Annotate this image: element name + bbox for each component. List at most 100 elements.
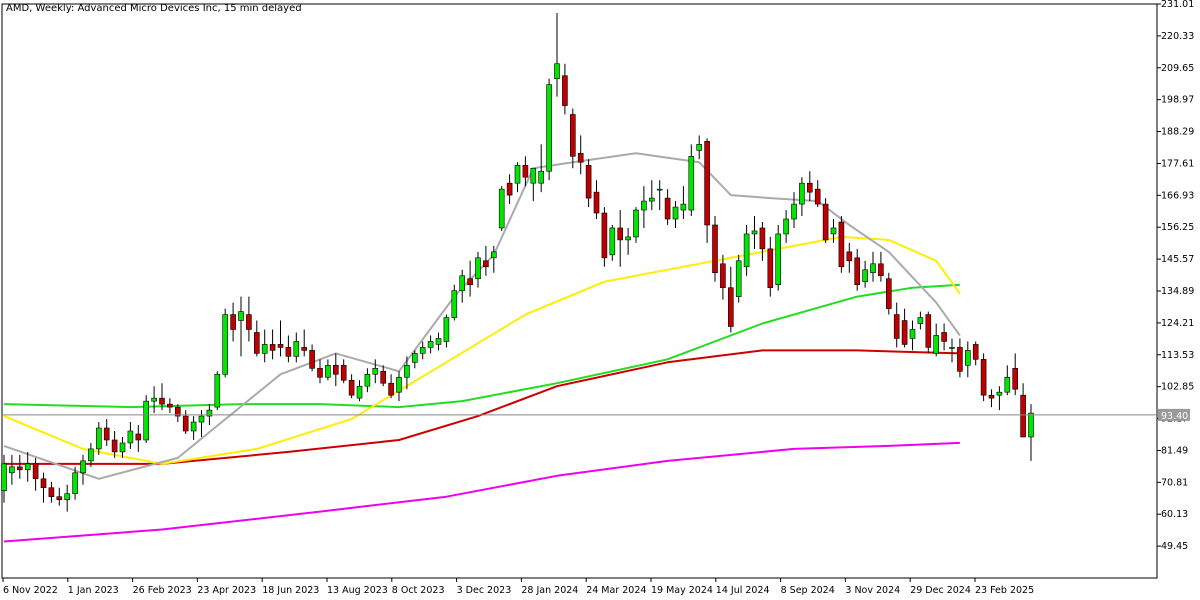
candle-body xyxy=(80,460,86,474)
candle-body xyxy=(696,144,703,151)
x-tick-label: 3 Dec 2023 xyxy=(457,585,512,596)
candle-body xyxy=(830,227,837,235)
candle-body xyxy=(388,382,394,396)
candle-body xyxy=(806,182,813,193)
x-tick-label: 18 Jun 2023 xyxy=(262,585,319,596)
candle-body xyxy=(269,344,276,351)
candle-body xyxy=(214,373,221,408)
candle-body xyxy=(609,227,616,256)
candle-body xyxy=(917,317,924,324)
candle-body xyxy=(332,365,339,375)
candle-body xyxy=(490,251,497,259)
ma200-line xyxy=(4,349,960,465)
x-tick-label: 28 Jan 2024 xyxy=(521,585,578,596)
candle-body xyxy=(1028,412,1034,438)
candle-body xyxy=(285,347,292,357)
candle-body xyxy=(182,415,189,432)
y-tick-label: 124.21 xyxy=(1161,318,1194,329)
x-tick-label: 26 Feb 2023 xyxy=(133,585,192,596)
candle-body xyxy=(838,221,845,268)
x-tick-label: 24 Mar 2024 xyxy=(586,585,646,596)
candle-body xyxy=(783,218,789,235)
candle-body xyxy=(554,63,560,79)
candle-body xyxy=(467,278,473,285)
candle-body xyxy=(356,385,363,399)
candle-body xyxy=(198,415,205,423)
candle-body xyxy=(862,269,868,283)
y-axis: 231.01 220.33 209.65 198.97 188.29 177.61 166.… xyxy=(2,0,1194,552)
current-price-badge xyxy=(1158,408,1190,421)
candle-body xyxy=(949,347,955,349)
candle-body xyxy=(103,427,110,441)
y-tick-label: 102.85 xyxy=(1161,382,1194,393)
candle-body xyxy=(348,379,355,396)
candle-body xyxy=(941,332,947,342)
candle-body xyxy=(293,341,300,357)
candle-body xyxy=(870,263,876,274)
candle-body xyxy=(340,365,347,381)
x-tick-label: 14 Jul 2024 xyxy=(716,585,770,596)
ma-long-line xyxy=(3,441,960,543)
y-tick-label: 81.49 xyxy=(1161,445,1188,456)
candle-body xyxy=(617,227,624,241)
candle-body xyxy=(72,472,78,495)
candle-body xyxy=(648,197,655,202)
candle-body xyxy=(878,263,884,277)
candle-body xyxy=(704,141,710,226)
candle-body xyxy=(88,448,94,462)
candle-body xyxy=(1,463,7,492)
candle-body xyxy=(506,182,513,196)
x-tick-label: 8 Sep 2024 xyxy=(781,585,835,596)
candle-body xyxy=(822,203,829,241)
candle-body xyxy=(759,227,766,250)
candle-body xyxy=(483,260,489,268)
candle-body xyxy=(175,406,181,417)
candle-body xyxy=(743,233,750,268)
x-tick-label: 29 Dec 2024 xyxy=(910,585,971,596)
candle-body xyxy=(538,170,545,184)
x-tick-label: 13 Aug 2023 xyxy=(327,585,388,596)
candle-body xyxy=(901,320,908,345)
candle-body xyxy=(1012,368,1019,390)
candle-body xyxy=(854,257,861,285)
candle-body xyxy=(996,391,1003,396)
candle-body xyxy=(40,478,47,489)
chart-title: AMD, Weekly: Advanced Micro Devices Inc,… xyxy=(6,3,302,14)
candle-body xyxy=(799,182,805,205)
candle-body xyxy=(885,278,892,309)
candle-body xyxy=(372,368,379,375)
candle-body xyxy=(435,338,442,345)
candle-body xyxy=(1020,394,1026,438)
candle-body xyxy=(498,188,505,229)
candle-body xyxy=(32,463,39,480)
candle-body xyxy=(325,365,331,378)
x-tick-label: 6 Nov 2022 xyxy=(3,585,58,596)
candle-body xyxy=(664,197,671,220)
candle-body xyxy=(246,314,252,330)
candle-body xyxy=(846,251,853,262)
candle-body xyxy=(957,347,963,372)
candle-body xyxy=(933,335,940,354)
candle-body xyxy=(530,167,537,184)
candle-body xyxy=(419,347,426,354)
candle-body xyxy=(688,156,695,211)
candle-body xyxy=(814,188,821,205)
x-tick-label: 23 Feb 2025 xyxy=(975,585,1034,596)
candle-body xyxy=(143,400,149,441)
candle-body xyxy=(56,496,63,500)
x-tick-label: 23 Apr 2023 xyxy=(197,585,256,596)
y-tick-label: 113.53 xyxy=(1161,350,1194,361)
y-tick-label: 209.65 xyxy=(1161,63,1194,74)
candle-body xyxy=(380,370,387,384)
candle-body xyxy=(127,430,134,444)
candle-body xyxy=(893,314,900,339)
candle-body xyxy=(96,427,102,450)
candle-body xyxy=(301,347,308,351)
y-tick-label: 60.13 xyxy=(1161,509,1188,520)
candle-body xyxy=(577,153,584,163)
candle-body xyxy=(964,350,971,366)
candle-body xyxy=(135,433,142,441)
candle-body xyxy=(206,409,213,417)
candle-body xyxy=(1004,376,1011,393)
